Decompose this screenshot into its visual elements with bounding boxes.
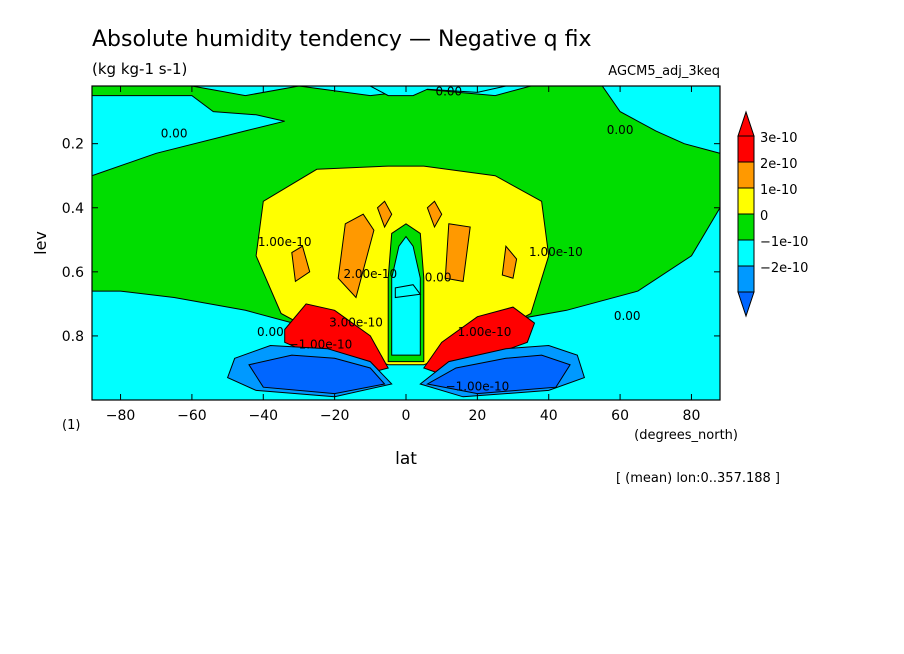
y-tick-label: 0.2 (62, 137, 84, 153)
y-tick-label: 0.4 (62, 201, 84, 217)
x-axis-label: lat (395, 449, 417, 469)
contour-label-1: 0.00 (161, 126, 188, 140)
contour-region-18 (601, 86, 720, 154)
contour-label-10: 3.00e-10 (329, 315, 383, 329)
contour-label-5: 0.00 (425, 270, 452, 284)
x-tick-label: 80 (683, 408, 701, 424)
colorbar-label: −2e-10 (760, 261, 808, 276)
contour-label-7: 1.00e-10 (529, 245, 583, 259)
colorbar-swatch (737, 239, 755, 267)
contour-label-4: 0.00 (257, 325, 284, 339)
x-tick-label: −60 (177, 408, 207, 424)
colorbar-label: 1e-10 (760, 183, 798, 198)
contour-label-8: 1.00e-10 (458, 325, 512, 339)
colorbar-swatch (737, 161, 755, 189)
contour-region-19 (394, 284, 422, 299)
chart-units: (kg kg-1 s-1) (92, 60, 187, 78)
y-axis-label: lev (31, 231, 50, 255)
contour-label-12: −1.00e-10 (446, 379, 510, 393)
colorbar-swatch (737, 213, 755, 241)
colorbar-swatch (737, 135, 755, 163)
y-tick-label: 0.8 (62, 329, 84, 345)
x-axis-units: (degrees_north) (634, 428, 738, 443)
y-axis: 0.2 0.4 0.6 0.8 (62, 137, 720, 345)
x-tick-label: 20 (468, 408, 486, 424)
contour-region-6 (444, 223, 471, 282)
x-tick-label: −40 (248, 408, 278, 424)
colorbar-label: 2e-10 (760, 157, 798, 172)
plot-area: 0.00 0.00 0.00 0.00 0.00 0.00 1.00e-10 1.00e-10… (92, 85, 720, 400)
run-name: AGCM5_adj_3keq (608, 64, 720, 79)
contour-region-5 (291, 245, 311, 283)
panel-index: (1) (62, 418, 80, 433)
colorbar-bottom-arrow (737, 291, 755, 318)
x-tick-label: −80 (106, 408, 136, 424)
region-note: [ (mean) lon:0..357.188 ] (616, 471, 780, 486)
x-tick-label: 40 (540, 408, 558, 424)
contour-label-6: 1.00e-10 (258, 235, 312, 249)
chart-title: Absolute humidity tendency — Negative q … (92, 27, 592, 52)
colorbar-swatch (737, 187, 755, 215)
contour-region-8 (376, 200, 393, 229)
x-tick-label: −20 (320, 408, 350, 424)
contour-label-2: 0.00 (607, 123, 634, 137)
colorbar-label: 0 (760, 209, 768, 224)
contour-label-11: −1.00e-10 (289, 338, 353, 352)
x-tick-label: 0 (402, 408, 411, 424)
colorbar-label: 3e-10 (760, 131, 798, 146)
contour-region-17 (370, 86, 507, 97)
y-tick-label: 0.6 (62, 265, 84, 281)
contour-region-16 (92, 95, 285, 177)
contour-region-9 (426, 200, 443, 229)
x-axis: −80 −60 −40 −20 0 20 40 60 80 (106, 86, 701, 424)
contour-region-4 (337, 213, 375, 299)
contour-region-14 (248, 354, 386, 395)
contour-region-7 (501, 244, 518, 279)
contour-label-3: 0.00 (614, 309, 641, 323)
contour-region-15 (425, 354, 571, 395)
contour-label-0: 0.00 (435, 85, 462, 99)
x-tick-label: 60 (611, 408, 629, 424)
colorbar-label: −1e-10 (760, 235, 808, 250)
contour-label-9: 2.00e-10 (343, 267, 397, 281)
colorbar-swatch (737, 265, 755, 293)
colorbar-top-arrow (737, 110, 755, 137)
colorbar-legend: 3e-10 2e-10 1e-10 0 −1e-10 −2e-10 (737, 110, 808, 318)
